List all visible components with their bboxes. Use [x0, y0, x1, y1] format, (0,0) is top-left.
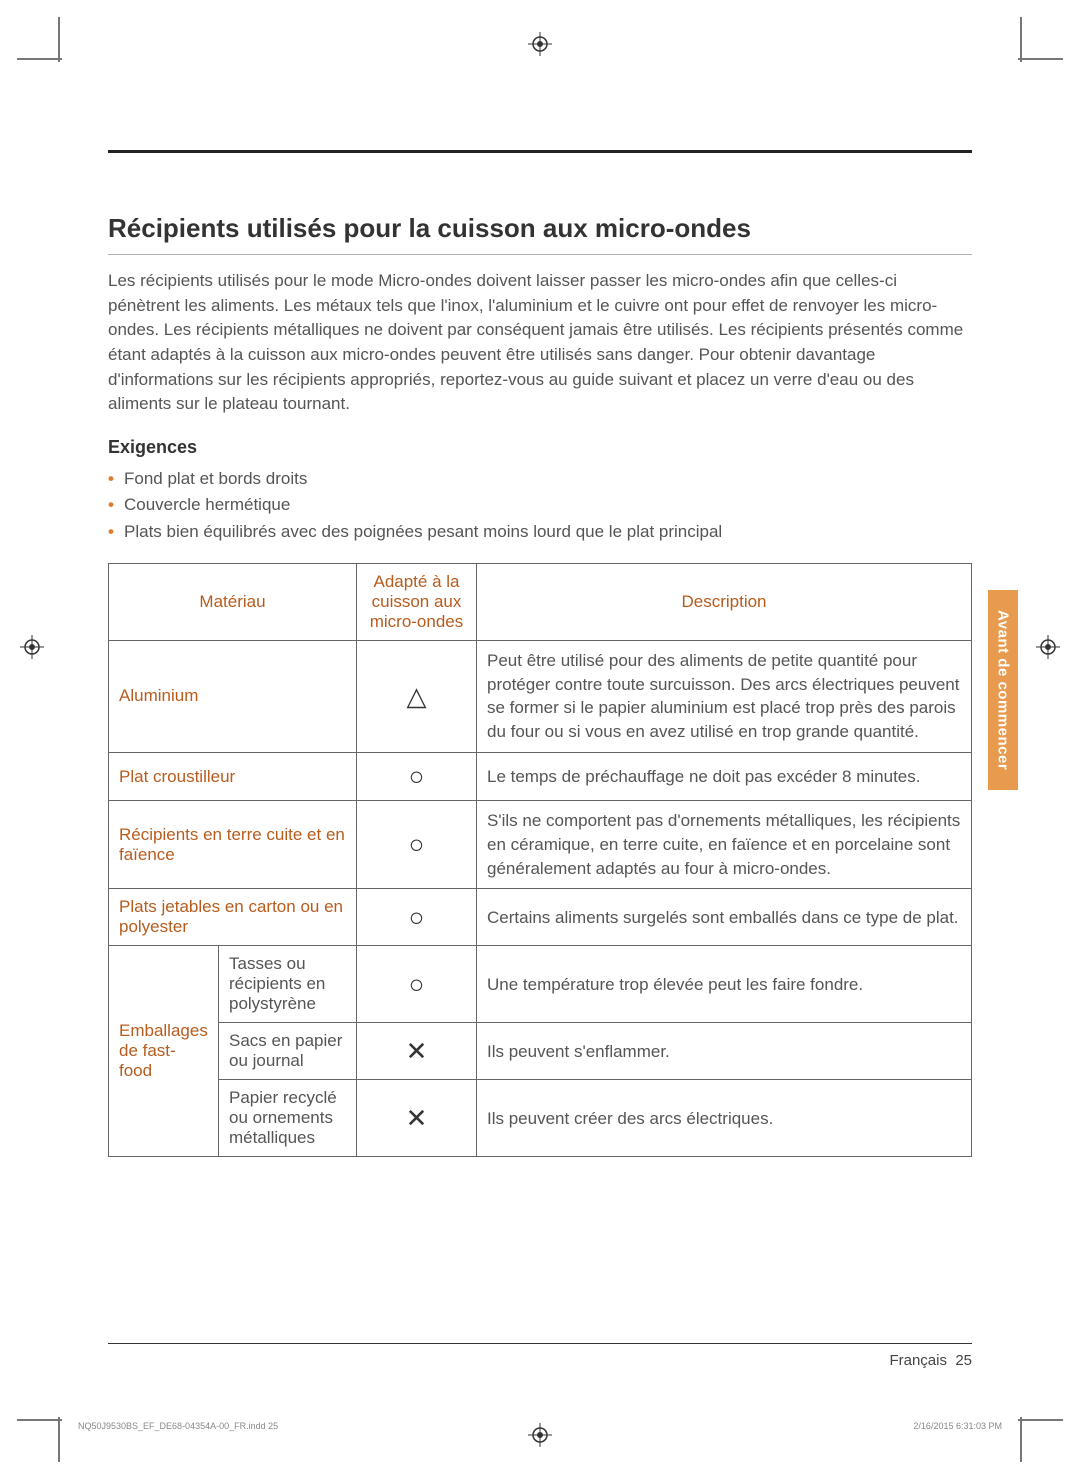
- list-item: Fond plat et bords droits: [108, 466, 972, 492]
- cell-material: Aluminium: [109, 640, 357, 752]
- registration-mark-icon: [20, 635, 44, 659]
- list-item: Couvercle hermétique: [108, 492, 972, 518]
- table-row: Emballages de fast-food Tasses ou récipi…: [109, 946, 972, 1023]
- crop-mark: [17, 1419, 62, 1421]
- cell-description: Une température trop élevée peut les fai…: [477, 946, 972, 1023]
- th-safe: Adapté à la cuisson aux micro-ondes: [357, 563, 477, 640]
- header-rule: [108, 150, 972, 153]
- cell-safe: ○: [357, 801, 477, 889]
- crop-mark: [1018, 58, 1063, 60]
- cell-safe: ○: [357, 753, 477, 801]
- th-material: Matériau: [109, 563, 357, 640]
- cell-submaterial: Sacs en papier ou journal: [219, 1023, 357, 1080]
- cell-material: Plats jetables en carton ou en polyester: [109, 889, 357, 946]
- crop-mark: [1020, 17, 1022, 62]
- cell-safe: ○: [357, 889, 477, 946]
- footer-page: Français 25: [889, 1352, 972, 1369]
- cell-description: Ils peuvent s'enflammer.: [477, 1023, 972, 1080]
- cell-safe: ○: [357, 946, 477, 1023]
- cell-description: Certains aliments surgelés sont emballés…: [477, 889, 972, 946]
- footer-indd: NQ50J9530BS_EF_DE68-04354A-00_FR.indd 25: [78, 1421, 278, 1431]
- requirements-heading: Exigences: [108, 437, 972, 458]
- registration-mark-icon: [1036, 635, 1060, 659]
- footer-page-number: 25: [955, 1352, 972, 1369]
- cell-submaterial: Tasses ou récipients en polystyrène: [219, 946, 357, 1023]
- cell-description: S'ils ne comportent pas d'ornements méta…: [477, 801, 972, 889]
- cell-description: Peut être utilisé pour des aliments de p…: [477, 640, 972, 752]
- section-tab: Avant de commencer: [988, 590, 1018, 790]
- crop-mark: [58, 1417, 60, 1462]
- table-row: Récipients en terre cuite et en faïence …: [109, 801, 972, 889]
- cell-safe: ✕: [357, 1080, 477, 1157]
- cell-description: Le temps de préchauffage ne doit pas exc…: [477, 753, 972, 801]
- cell-description: Ils peuvent créer des arcs électriques.: [477, 1080, 972, 1157]
- crop-mark: [58, 17, 60, 62]
- footer-rule: [108, 1343, 972, 1344]
- list-item: Plats bien équilibrés avec des poignées …: [108, 519, 972, 545]
- page-content: Récipients utilisés pour la cuisson aux …: [108, 150, 972, 1157]
- table-row: Papier recyclé ou ornements métalliques …: [109, 1080, 972, 1157]
- crop-mark: [1020, 1417, 1022, 1462]
- registration-mark-icon: [528, 32, 552, 56]
- requirements-list: Fond plat et bords droits Couvercle herm…: [108, 466, 972, 545]
- table-row: Plats jetables en carton ou en polyester…: [109, 889, 972, 946]
- section-tab-label: Avant de commencer: [995, 610, 1012, 770]
- footer-lang: Français: [889, 1352, 947, 1369]
- table-row: Plat croustilleur ○ Le temps de préchauf…: [109, 753, 972, 801]
- cell-safe: ✕: [357, 1023, 477, 1080]
- cell-material-group: Emballages de fast-food: [109, 946, 219, 1157]
- cell-material: Récipients en terre cuite et en faïence: [109, 801, 357, 889]
- cell-safe: △: [357, 640, 477, 752]
- intro-paragraph: Les récipients utilisés pour le mode Mic…: [108, 269, 972, 417]
- page-title: Récipients utilisés pour la cuisson aux …: [108, 213, 972, 255]
- crop-mark: [17, 58, 62, 60]
- materials-table: Matériau Adapté à la cuisson aux micro-o…: [108, 563, 972, 1158]
- table-row: Aluminium △ Peut être utilisé pour des a…: [109, 640, 972, 752]
- cell-material: Plat croustilleur: [109, 753, 357, 801]
- crop-mark: [1018, 1419, 1063, 1421]
- cell-submaterial: Papier recyclé ou ornements métalliques: [219, 1080, 357, 1157]
- table-row: Sacs en papier ou journal ✕ Ils peuvent …: [109, 1023, 972, 1080]
- footer-timestamp: 2/16/2015 6:31:03 PM: [913, 1421, 1002, 1431]
- registration-mark-icon: [528, 1423, 552, 1447]
- th-description: Description: [477, 563, 972, 640]
